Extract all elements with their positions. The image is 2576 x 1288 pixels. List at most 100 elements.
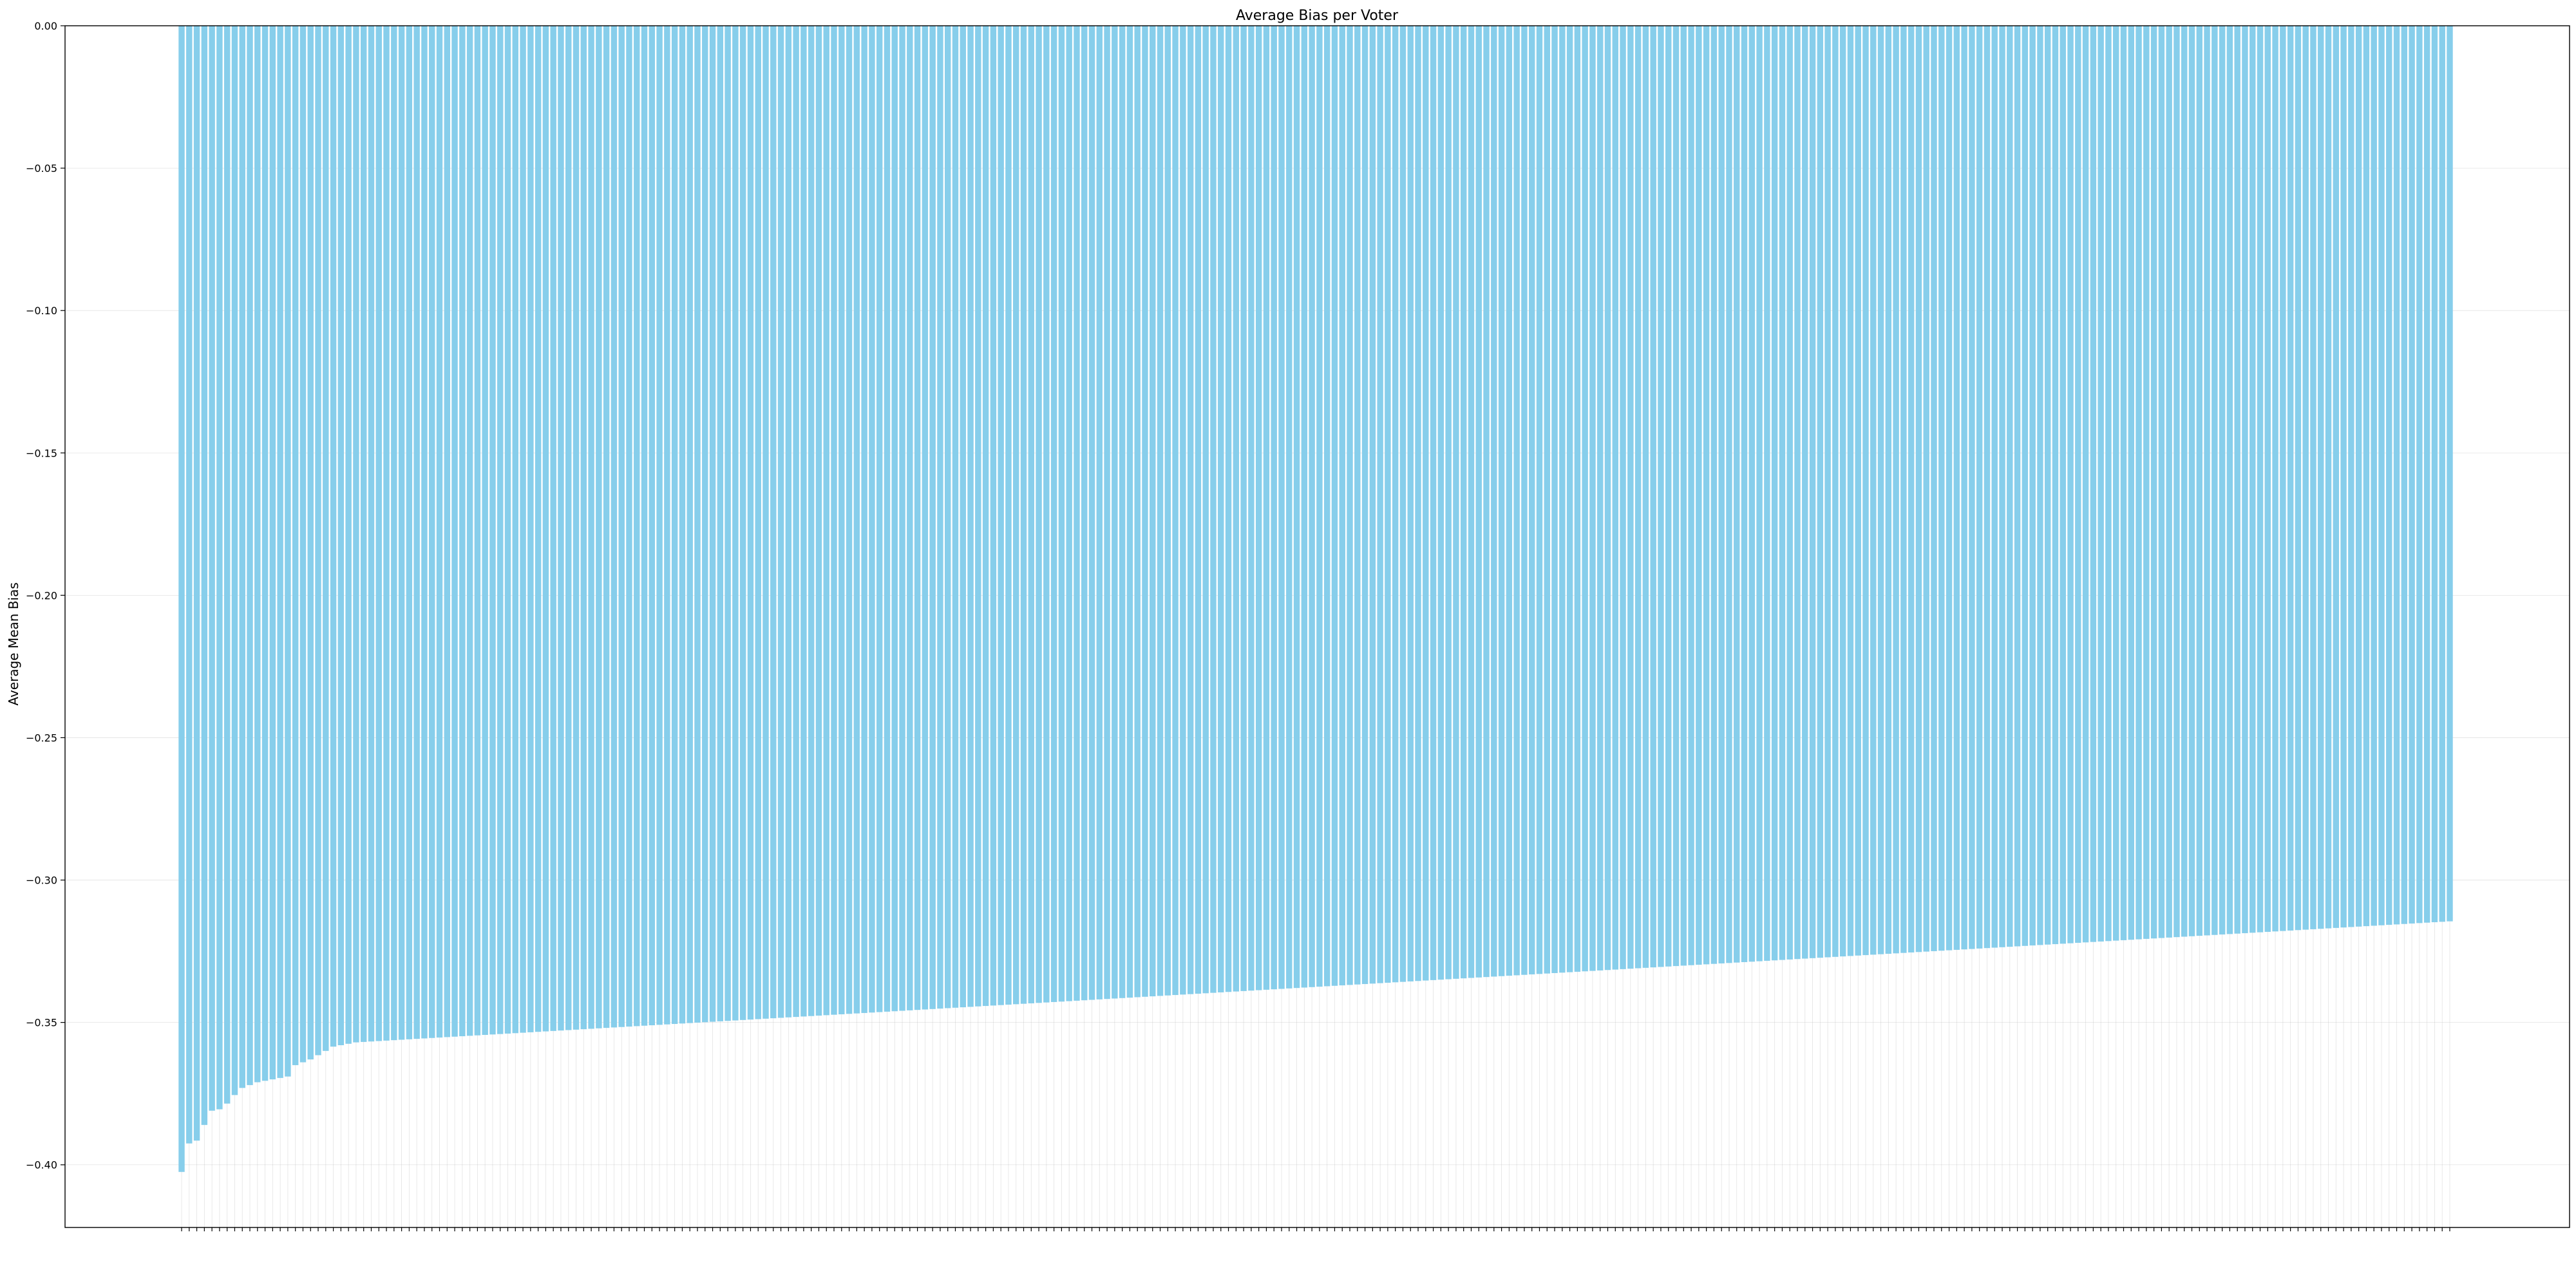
bar — [2447, 26, 2453, 922]
bar — [193, 26, 200, 1141]
y-tick-label: −0.15 — [26, 447, 57, 459]
bar — [1642, 26, 1649, 968]
bar — [186, 26, 193, 1144]
bar — [1734, 26, 1740, 963]
bar — [891, 26, 898, 1012]
bar — [2280, 26, 2286, 931]
bar — [907, 26, 913, 1010]
bar — [1938, 26, 1945, 951]
y-tick-label: −0.25 — [26, 732, 57, 744]
bar — [1013, 26, 1019, 1005]
y-tick-layer: 0.00 −0.05 −0.10 −0.15 −0.20 −0.25 −0.30 −0.35 −… — [26, 20, 65, 1171]
bar — [1316, 26, 1323, 987]
bar — [2363, 26, 2370, 927]
bar — [2128, 26, 2134, 940]
bar — [611, 26, 618, 1028]
bar — [1361, 26, 1368, 985]
bar — [1050, 26, 1057, 1002]
bar — [2166, 26, 2172, 938]
bar — [1271, 26, 1277, 990]
bar — [2188, 26, 2195, 936]
bar — [1748, 26, 1756, 962]
bar — [808, 26, 815, 1016]
bar — [1521, 26, 1528, 975]
bar — [1301, 26, 1308, 988]
bar — [1506, 26, 1513, 976]
bar — [2431, 26, 2438, 923]
bar — [1088, 26, 1095, 1000]
bar — [884, 26, 891, 1012]
bar — [1946, 26, 1953, 951]
bar — [1672, 26, 1680, 967]
bar — [277, 26, 283, 1078]
bar — [2211, 26, 2218, 935]
chart-title: Average Bias per Voter — [1236, 8, 1399, 24]
bar — [247, 26, 253, 1085]
bar — [1741, 26, 1748, 962]
bar — [1468, 26, 1475, 978]
bar — [1961, 26, 1967, 950]
bar — [960, 26, 966, 1008]
bar — [451, 26, 458, 1037]
bar — [2044, 26, 2051, 945]
bar — [1096, 26, 1103, 999]
bar — [360, 26, 367, 1042]
bar — [2082, 26, 2089, 943]
bar — [1923, 26, 1929, 952]
bar — [626, 26, 632, 1027]
bar — [2136, 26, 2142, 940]
bar — [998, 26, 1004, 1005]
bar — [1802, 26, 1808, 959]
bar — [1331, 26, 1338, 986]
bar — [1908, 26, 1915, 952]
bar — [1347, 26, 1353, 985]
bar — [709, 26, 716, 1022]
bar — [1020, 26, 1027, 1004]
bar — [512, 26, 518, 1034]
bar — [1764, 26, 1770, 961]
bar — [2204, 26, 2210, 936]
bar — [1839, 26, 1846, 957]
bar — [1255, 26, 1262, 990]
bar — [1126, 26, 1133, 998]
bar — [429, 26, 435, 1038]
y-tick-label: −0.40 — [26, 1159, 57, 1171]
bar — [2325, 26, 2332, 929]
bar — [1528, 26, 1535, 975]
bar — [1893, 26, 1899, 954]
bar — [2264, 26, 2271, 932]
bar — [2105, 26, 2112, 942]
bar — [1658, 26, 1664, 967]
bar — [1885, 26, 1892, 954]
bar — [990, 26, 997, 1006]
bar — [2378, 26, 2385, 925]
bar — [1779, 26, 1786, 960]
y-tick-label: −0.10 — [26, 305, 57, 317]
bar — [2196, 26, 2202, 936]
bar — [596, 26, 602, 1028]
bar — [391, 26, 397, 1041]
bar — [1309, 26, 1315, 987]
bar — [1817, 26, 1824, 958]
bar — [413, 26, 420, 1039]
bar — [1984, 26, 1991, 949]
bar — [1180, 26, 1186, 995]
bar — [353, 26, 359, 1043]
bar — [489, 26, 496, 1035]
bar — [1809, 26, 1816, 958]
bar — [634, 26, 640, 1027]
bar — [1900, 26, 1907, 953]
bar — [2060, 26, 2066, 944]
bar — [254, 26, 261, 1083]
bar — [1710, 26, 1718, 964]
bar — [1498, 26, 1505, 976]
bar — [1392, 26, 1399, 983]
bar — [1870, 26, 1877, 955]
bar — [793, 26, 799, 1018]
bar — [2409, 26, 2415, 924]
bar — [1475, 26, 1482, 978]
bar — [406, 26, 413, 1039]
bar — [694, 26, 701, 1023]
bar — [952, 26, 959, 1008]
bar — [580, 26, 587, 1030]
